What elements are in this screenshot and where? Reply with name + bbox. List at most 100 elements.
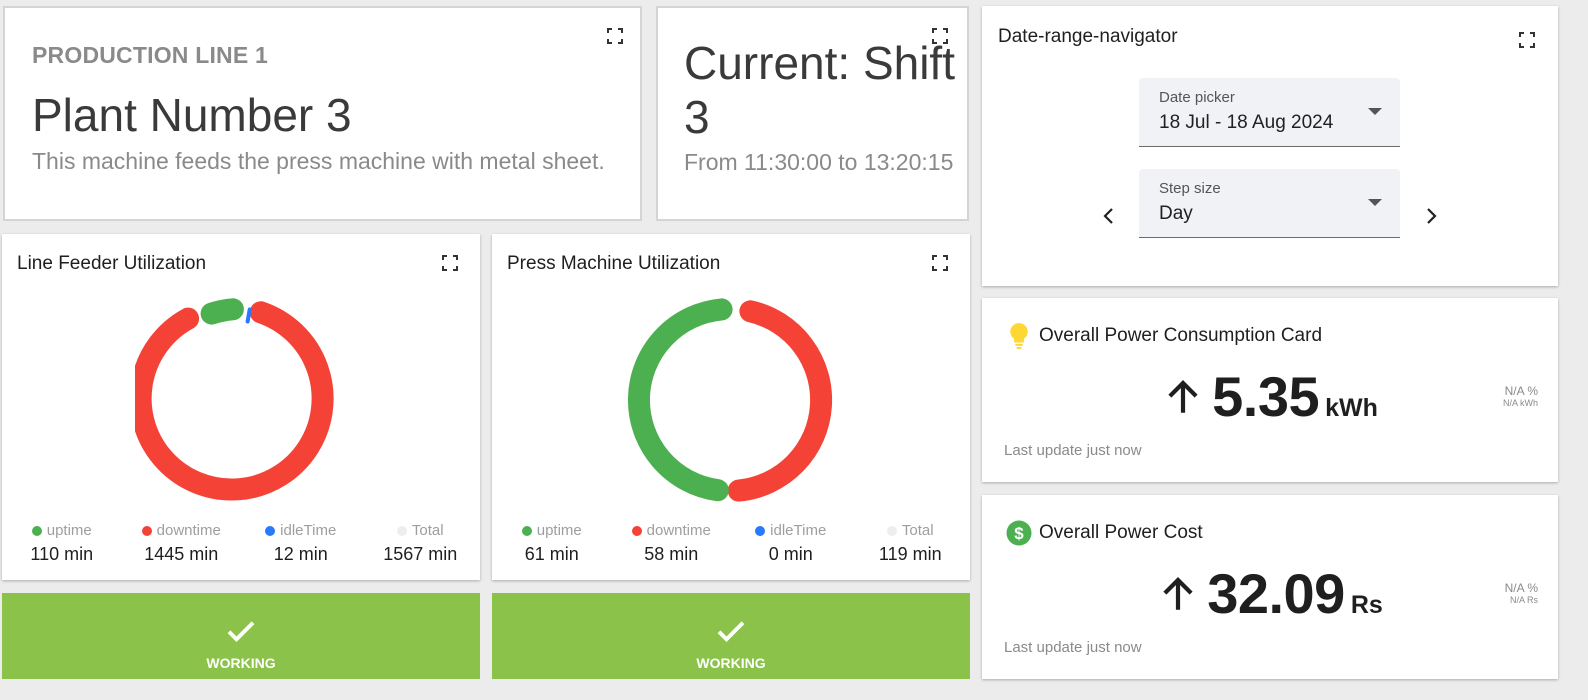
date-picker-value: 18 Jul - 18 Aug 2024: [1159, 112, 1334, 133]
legend-value: 1567 min: [383, 544, 458, 564]
legend-downtime: downtime 58 min: [612, 522, 732, 565]
legend-uptime: uptime 110 min: [2, 522, 122, 565]
idletime-dot: [265, 525, 276, 536]
step-size-value: Day: [1159, 203, 1193, 224]
comparison-percent: N/A %: [1504, 384, 1538, 398]
arrow-up-icon: [1163, 576, 1193, 610]
legend-label: idleTime: [770, 522, 827, 539]
idletime-dot: [755, 525, 766, 536]
legend-idletime: idleTime 12 min: [241, 522, 361, 565]
dropdown-arrow-icon: [1368, 108, 1382, 115]
press-machine-utilization-card: Press Machine Utilization uptime 61 min …: [492, 234, 970, 580]
power-consumption-unit: kWh: [1325, 394, 1378, 422]
check-icon: [717, 621, 745, 643]
legend-downtime: downtime 1445 min: [122, 522, 242, 565]
donut-segment-downtime: [727, 300, 833, 502]
line-feeder-status-bar: WORKING: [2, 593, 480, 679]
dollar-icon: $: [1006, 520, 1032, 546]
status-label: WORKING: [206, 655, 276, 671]
step-size-select[interactable]: Step size Day: [1139, 169, 1400, 238]
legend-total: Total 1567 min: [361, 522, 481, 565]
legend-total: Total 119 min: [851, 522, 971, 565]
legend-value: 58 min: [644, 544, 699, 564]
plant-name: Plant Number 3: [32, 89, 352, 141]
date-picker-label: Date picker: [1159, 89, 1235, 106]
card-title: Overall Power Cost: [1039, 522, 1203, 543]
legend-value: 119 min: [878, 544, 942, 564]
fullscreen-icon[interactable]: [607, 28, 623, 44]
donut-segment-uptime: [627, 298, 733, 502]
legend-uptime: uptime 61 min: [492, 522, 612, 565]
current-shift: Current: Shift 3: [684, 37, 955, 143]
legend-idletime: idleTime 0 min: [731, 522, 851, 565]
press-machine-status-bar: WORKING: [492, 593, 970, 679]
power-consumption-value: 5.35: [1212, 365, 1320, 428]
legend-value: 0 min: [768, 544, 813, 564]
comparison-value: N/A kWh: [1502, 398, 1538, 408]
power-cost-value: 32.09: [1207, 562, 1345, 625]
power-consumption-card: Overall Power Consumption Card 5.35 kWh …: [982, 298, 1558, 482]
line-feeder-utilization-card: Line Feeder Utilization uptime 110 min d…: [2, 234, 480, 580]
comparison-block: N/A % N/A Rs: [1505, 581, 1538, 605]
donut-segment-uptime: [200, 298, 244, 325]
last-update-text: Last update just now: [1004, 442, 1142, 459]
legend-value: 61 min: [524, 544, 579, 564]
uptime-dot: [521, 525, 532, 536]
legend-label: Total: [901, 522, 934, 539]
utilization-donut-chart: [135, 298, 334, 501]
legend-value: 110 min: [30, 544, 94, 564]
arrow-up-icon: [1168, 379, 1198, 413]
svg-text:$: $: [1014, 524, 1024, 543]
production-line-card: PRODUCTION LINE 1 Plant Number 3 This ma…: [3, 6, 642, 221]
step-size-label: Step size: [1159, 180, 1221, 197]
downtime-dot: [141, 525, 152, 536]
production-line-kicker: PRODUCTION LINE 1: [32, 42, 268, 68]
shift-card: Current: Shift 3 From 11:30:00 to 13:20:…: [656, 6, 969, 221]
legend-value: 12 min: [273, 544, 328, 564]
utilization-donut-chart: [627, 298, 833, 502]
fullscreen-icon[interactable]: [442, 255, 458, 271]
comparison-percent: N/A %: [1504, 581, 1538, 595]
previous-step-button[interactable]: [1097, 204, 1121, 228]
metric-value-row: 5.35 kWh: [982, 364, 1558, 429]
chevron-right-icon: [1427, 208, 1437, 224]
legend-label: downtime: [646, 522, 711, 539]
lightbulb-icon: [1010, 323, 1028, 349]
total-dot: [396, 525, 407, 536]
legend-label: idleTime: [280, 522, 337, 539]
status-label: WORKING: [696, 655, 766, 671]
legend-label: Total: [411, 522, 444, 539]
last-update-text: Last update just now: [1004, 639, 1142, 656]
comparison-value: N/A Rs: [1509, 595, 1538, 605]
card-title: Press Machine Utilization: [507, 253, 721, 274]
donut-segment-downtime: [135, 301, 334, 501]
date-range-navigator-card: Date-range-navigator Date picker 18 Jul …: [982, 6, 1558, 286]
legend-label: uptime: [46, 522, 92, 539]
metric-value-row: 32.09 Rs: [982, 561, 1558, 626]
dropdown-arrow-icon: [1368, 199, 1382, 206]
legend-label: downtime: [156, 522, 221, 539]
power-cost-card: $ Overall Power Cost 32.09 Rs N/A % N/A …: [982, 495, 1558, 679]
fullscreen-icon[interactable]: [932, 28, 948, 44]
next-step-button[interactable]: [1419, 204, 1443, 228]
donut-legend: uptime 110 min downtime 1445 min idleTim…: [2, 522, 480, 565]
comparison-block: N/A % N/A kWh: [1503, 384, 1538, 408]
donut-segment-idle: [245, 307, 252, 324]
power-cost-unit: Rs: [1350, 591, 1383, 619]
card-title: Date-range-navigator: [998, 26, 1178, 47]
fullscreen-icon[interactable]: [932, 255, 948, 271]
machine-description: This machine feeds the press machine wit…: [32, 148, 605, 174]
legend-value: 1445 min: [144, 544, 219, 564]
card-title: Line Feeder Utilization: [17, 253, 207, 274]
card-title: Overall Power Consumption Card: [1039, 325, 1323, 346]
uptime-dot: [31, 525, 42, 536]
date-picker-select[interactable]: Date picker 18 Jul - 18 Aug 2024: [1139, 78, 1400, 147]
downtime-dot: [631, 525, 642, 536]
check-icon: [227, 621, 255, 643]
shift-time-range: From 11:30:00 to 13:20:15: [684, 149, 954, 175]
legend-label: uptime: [536, 522, 582, 539]
total-dot: [886, 525, 897, 536]
donut-legend: uptime 61 min downtime 58 min idleTime 0…: [492, 522, 970, 565]
fullscreen-icon[interactable]: [1519, 32, 1535, 48]
chevron-left-icon: [1103, 208, 1113, 224]
